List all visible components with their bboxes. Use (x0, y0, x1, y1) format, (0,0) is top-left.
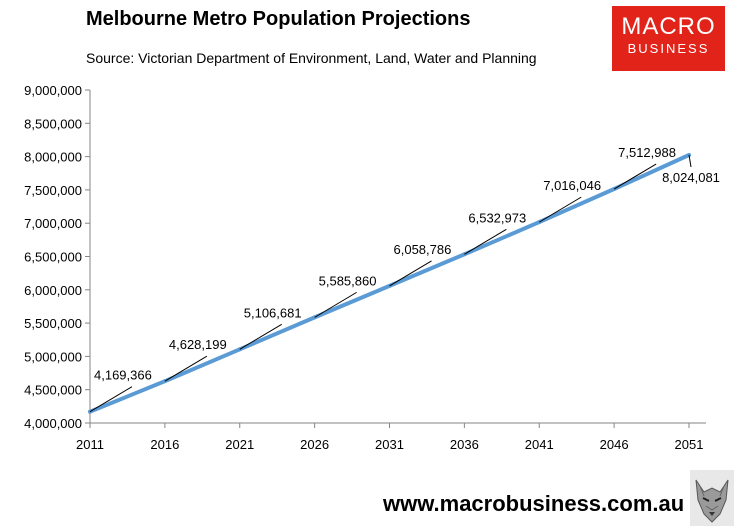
y-tick-label: 7,500,000 (24, 183, 82, 198)
data-label: 5,106,681 (244, 305, 302, 320)
y-tick-label: 5,000,000 (24, 349, 82, 364)
x-tick-label: 2016 (150, 437, 179, 452)
data-label: 4,628,199 (169, 337, 227, 352)
x-tick-label: 2046 (600, 437, 629, 452)
y-tick-label: 7,000,000 (24, 216, 82, 231)
y-tick-label: 6,000,000 (24, 283, 82, 298)
data-label-leader (613, 163, 657, 190)
data-label: 7,512,988 (618, 145, 676, 160)
y-tick-label: 4,000,000 (24, 416, 82, 431)
y-tick-label: 4,500,000 (24, 383, 82, 398)
y-tick-label: 5,500,000 (24, 316, 82, 331)
website-url: www.macrobusiness.com.au (383, 491, 685, 516)
x-tick-label: 2031 (375, 437, 404, 452)
logo-line-1: MACRO (621, 13, 716, 40)
wolf-icon (690, 470, 734, 526)
data-label: 4,169,366 (94, 368, 152, 383)
series-line-population (88, 153, 691, 414)
x-tick-label: 2021 (225, 437, 254, 452)
data-label-leader (464, 228, 507, 255)
data-label-leader (538, 196, 582, 223)
data-label-leader (239, 323, 283, 350)
chart-source: Source: Victorian Department of Environm… (86, 50, 537, 66)
data-label-leader (688, 154, 692, 168)
data-label-leader (89, 386, 133, 413)
data-label-leader (389, 260, 432, 287)
macrobusiness-logo: MACRO BUSINESS (612, 6, 725, 71)
data-label: 6,532,973 (468, 210, 526, 225)
y-tick-label: 8,000,000 (24, 150, 82, 165)
data-label: 6,058,786 (394, 242, 452, 257)
data-label: 5,585,860 (319, 273, 377, 288)
data-label-leader (314, 291, 357, 318)
x-tick-label: 2026 (300, 437, 329, 452)
x-tick-label: 2051 (675, 437, 704, 452)
data-label: 7,016,046 (543, 178, 601, 193)
y-tick-label: 8,500,000 (24, 116, 82, 131)
x-tick-label: 2041 (525, 437, 554, 452)
y-tick-label: 6,500,000 (24, 250, 82, 265)
y-tick-label: 9,000,000 (24, 83, 82, 98)
data-label: 8,024,081 (662, 170, 720, 185)
logo-line-2: BUSINESS (627, 41, 710, 56)
data-label-leader (164, 355, 208, 382)
chart-title: Melbourne Metro Population Projections (86, 8, 471, 30)
x-tick-label: 2036 (450, 437, 479, 452)
x-tick-label: 2011 (76, 437, 104, 452)
